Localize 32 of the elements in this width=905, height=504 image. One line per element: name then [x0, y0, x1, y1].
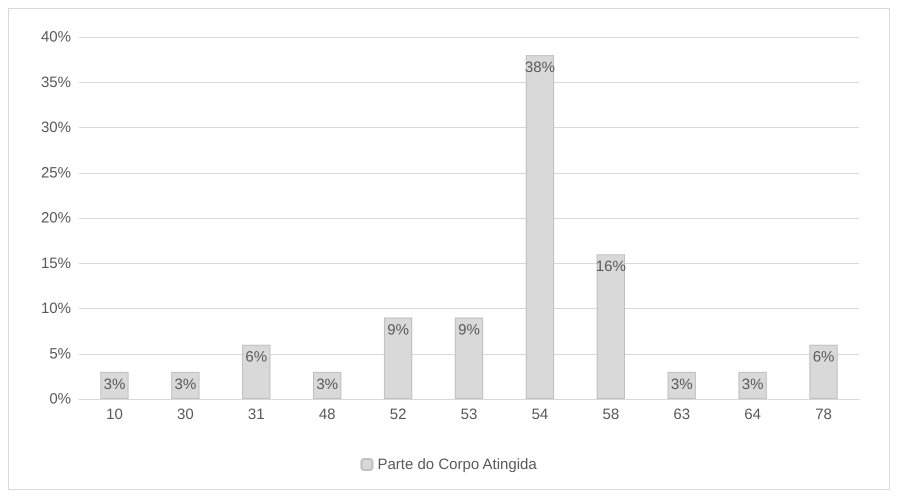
- x-tick-label: 31: [248, 406, 265, 423]
- y-tick-label: 10%: [40, 300, 71, 317]
- y-tick-label: 40%: [40, 28, 71, 46]
- y-tick-label: 30%: [40, 119, 71, 136]
- y-tick-label: 20%: [40, 210, 71, 226]
- data-label: 16%: [596, 258, 626, 276]
- x-tick-label: 63: [673, 406, 690, 423]
- y-tick-label: 35%: [40, 74, 71, 91]
- x-tick-label: 52: [390, 406, 406, 423]
- x-tick-label: 64: [744, 406, 761, 423]
- x-tick-label: 30: [177, 406, 194, 423]
- data-label: 3%: [104, 376, 126, 393]
- y-tick-label: 0%: [49, 390, 71, 408]
- data-label: 3%: [174, 376, 196, 393]
- data-label: 38%: [524, 59, 555, 76]
- data-label: 3%: [316, 376, 338, 393]
- y-tick-label: 5%: [49, 345, 71, 362]
- data-label: 3%: [742, 376, 764, 393]
- data-label: 6%: [245, 348, 268, 366]
- y-tick-label: 25%: [40, 164, 71, 182]
- legend-label: Parte do Corpo Atingida: [377, 456, 538, 473]
- data-label: 9%: [458, 322, 480, 339]
- data-label: 3%: [670, 376, 693, 393]
- x-tick-label: 78: [815, 406, 832, 423]
- y-tick-label: 15%: [40, 254, 71, 272]
- x-tick-label: 54: [532, 406, 548, 423]
- data-label: 6%: [812, 348, 834, 366]
- data-label: 9%: [387, 322, 409, 339]
- x-tick-label: 58: [602, 406, 620, 423]
- x-tick-label: 10: [106, 406, 123, 423]
- x-tick-label: 53: [460, 406, 478, 423]
- x-tick-label: 48: [318, 406, 336, 423]
